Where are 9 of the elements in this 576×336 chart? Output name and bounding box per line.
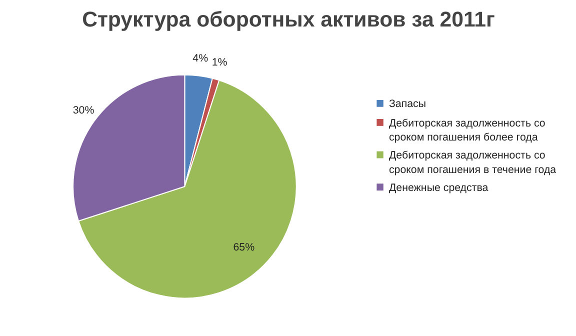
data-label: 65% [233, 242, 256, 254]
chart-title: Структура оборотных активов за 2011г [82, 8, 496, 32]
legend-label: Денежные средства [388, 182, 488, 194]
legend-label: Дебиторская задолженность со сроком погашения более года [388, 117, 546, 144]
data-label: 30% [72, 104, 95, 117]
data-label: 1% [212, 56, 228, 68]
legend-label: Запасы [388, 98, 426, 110]
data-label: 4% [192, 52, 209, 64]
legend-label: Дебиторская задолженность со сроком погашения в течение года [388, 150, 556, 176]
